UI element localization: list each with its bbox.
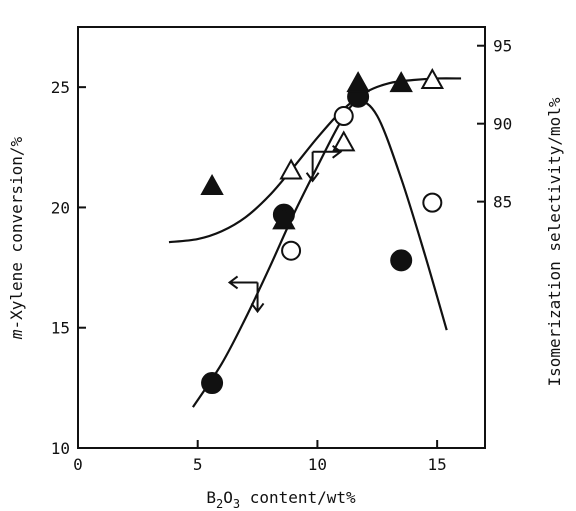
y-right-axis-title: Isomerization selectivity/mol% [545,97,564,386]
open-circle-point [333,106,354,127]
open-triangle-point [420,67,445,90]
open-circle-point [422,192,443,213]
pointer-down-head [305,172,320,183]
y-left-tick-label: 15 [51,319,70,338]
x-tick-label: 0 [73,455,83,474]
x-axis-title: B2O3 content/wt% [206,488,356,511]
fit-curve-layer [168,77,462,408]
filled-triangle-point [346,71,370,93]
open-circle-point [281,240,302,261]
filled-triangle-point [200,173,224,196]
left-axis-pointer [227,275,265,314]
open-triangle-point [279,158,303,180]
y-right-tick-label: 85 [493,193,512,212]
pointer-side-head [227,275,239,290]
y-left-axis-title-part: m [7,329,26,340]
pointer-down-head [250,302,265,314]
axis-pointer-layer [227,144,343,314]
tick-layer: 0 5 10 15 10 15 20 25 85 90 95 [51,37,513,474]
y-left-axis-title-part: -Xylene conversion/% [7,136,26,329]
y-left-tick-label: 10 [51,439,70,458]
filled-circle-point [201,372,224,395]
pointer-side-head [332,144,343,159]
y-right-tick-label: 90 [493,115,512,134]
plot-frame [77,26,486,449]
x-axis-title-part: content/wt% [240,488,356,507]
x-tick-label: 10 [308,455,327,474]
y-left-tick-label: 20 [51,198,70,217]
right-axis-pointer [305,144,343,183]
filled-circle-point [390,249,413,272]
x-axis-title-part: B [206,488,216,507]
filled-triangle-point [389,71,413,93]
filled-triangle-point [272,208,296,230]
y-left-axis-title: m-Xylene conversion/% [7,136,26,340]
y-left-tick-label: 25 [51,78,70,97]
conversion-fit-curve [192,100,448,408]
y-right-tick-label: 95 [493,37,512,56]
x-tick-label: 5 [193,455,203,474]
x-axis-title-part: 2 [216,497,223,511]
x-axis-title-part: O [223,488,233,507]
x-tick-label: 15 [427,455,446,474]
x-axis-title-part: 3 [233,497,240,511]
open-triangle-point [332,130,356,152]
selectivity-fit-curve [168,77,462,244]
marker-layer [200,67,445,395]
